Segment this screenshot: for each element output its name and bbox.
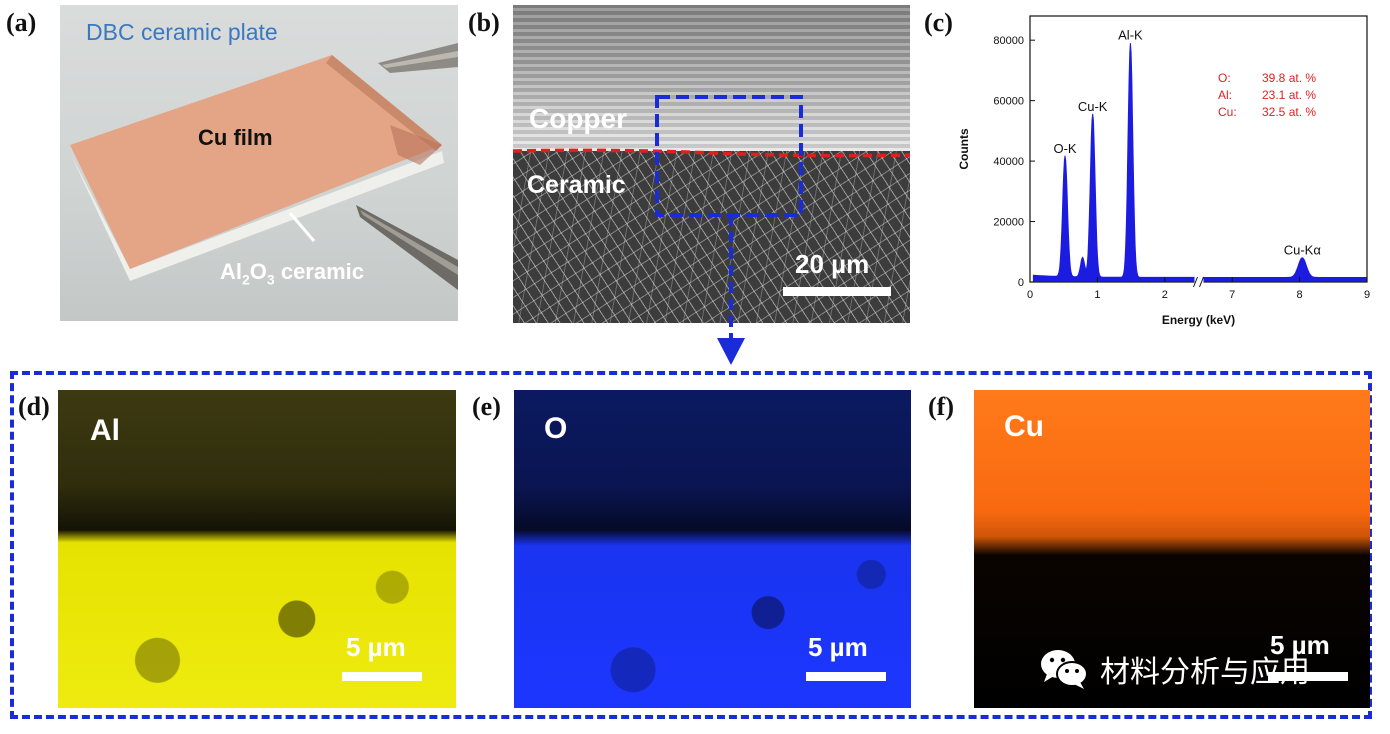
watermark: 材料分析与应用 (1038, 646, 1310, 692)
map-o: O 5 µm (514, 390, 911, 708)
panel-label-a: (a) (6, 8, 37, 37)
ceramic-label-b: Ceramic (527, 171, 626, 199)
composition-element: Cu: (1218, 105, 1237, 119)
composition-element: Al: (1218, 88, 1232, 102)
y-tick-label: 0 (1018, 277, 1024, 289)
cu-film-label: Cu film (198, 125, 273, 150)
watermark-text: 材料分析与应用 (1100, 655, 1310, 690)
axis-break-gap (1194, 276, 1204, 288)
scale-label-e: 5 µm (808, 632, 868, 662)
eds-chart: 0 20000 40000 60000 80000 0 1 2 7 8 9 Energy (keV) C… (957, 15, 1370, 327)
wechat-icon (1041, 650, 1088, 689)
composition-element: O: (1218, 71, 1231, 85)
panel-label-e: (e) (472, 392, 501, 421)
scale-bar-d (342, 672, 422, 681)
map-cu: Cu 5 µm 材料分析与应用 (974, 390, 1370, 708)
element-label-cu: Cu (1004, 410, 1044, 443)
panel-label-d: (d) (18, 392, 50, 421)
x-tick-label: 2 (1162, 289, 1168, 301)
peak-label: Cu-Kα (1284, 242, 1322, 257)
x-tick-label: 7 (1229, 289, 1235, 301)
composition-value: 39.8 at. % (1262, 71, 1316, 85)
peak-label: Al-K (1118, 28, 1143, 43)
maps-frame (10, 371, 1372, 719)
y-tick-label: 60000 (993, 96, 1024, 108)
peak-label: Cu-K (1078, 99, 1108, 114)
zoom-arrow (717, 214, 745, 365)
x-tick-label: 8 (1297, 289, 1303, 301)
scale-label-b: 20 µm (795, 249, 870, 279)
pointer-line (288, 212, 316, 242)
x-tick-label: 0 (1027, 289, 1033, 301)
spectrum-line (1032, 43, 1368, 283)
panel-b-sem: Copper Ceramic 20 µm (513, 5, 910, 323)
scale-bar-b (783, 287, 891, 296)
copper-label: Copper (529, 103, 627, 134)
peak-label: O-K (1053, 141, 1076, 156)
panel-label-b: (b) (468, 8, 500, 37)
x-axis-label: Energy (keV) (1162, 313, 1235, 327)
panel-label-c: (c) (924, 8, 953, 37)
ceramic-region (513, 151, 910, 323)
element-label-o: O (544, 412, 568, 445)
element-label-al: Al (90, 414, 120, 447)
copper-film (70, 55, 442, 269)
map-al: Al 5 µm (58, 390, 456, 708)
panel-label-f: (f) (928, 392, 954, 421)
interface-line (513, 148, 910, 158)
panel-a-title: DBC ceramic plate (86, 19, 278, 45)
y-axis-label: Counts (957, 128, 971, 170)
x-tick-label: 9 (1364, 289, 1370, 301)
y-tick-label: 80000 (993, 35, 1024, 47)
composition-value: 32.5 at. % (1262, 105, 1316, 119)
x-tick-label: 1 (1094, 289, 1100, 301)
y-tick-label: 20000 (993, 217, 1024, 229)
composition-value: 23.1 at. % (1262, 88, 1316, 102)
y-tick-label: 40000 (993, 156, 1024, 168)
axis-break-mark (1199, 276, 1204, 288)
panel-a-photo: DBC ceramic plate Cu film Al2O3 ceramic (60, 5, 458, 321)
axis-break-mark (1193, 276, 1198, 288)
scale-label-f: 5 µm (1270, 630, 1330, 660)
scale-label-d: 5 µm (346, 632, 406, 662)
scale-bar-f (1268, 672, 1348, 681)
copper-region (513, 5, 910, 151)
scale-bar-e (806, 672, 886, 681)
ceramic-label: Al2O3 ceramic (220, 259, 365, 288)
